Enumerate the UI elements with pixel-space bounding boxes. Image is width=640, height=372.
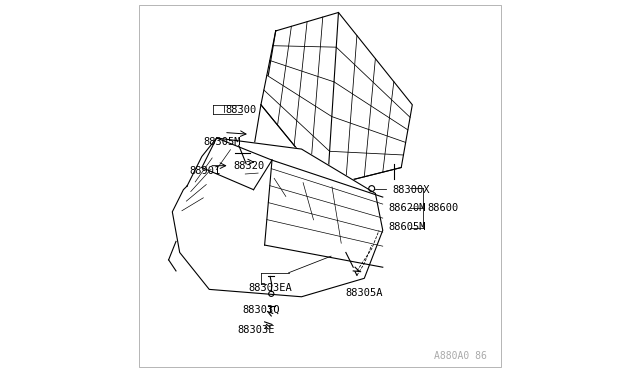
Text: 88303EA: 88303EA [248, 283, 292, 292]
Text: 88901: 88901 [189, 166, 220, 176]
Text: 88303E: 88303E [237, 325, 275, 335]
Text: 88300: 88300 [226, 105, 257, 115]
Text: 88605M: 88605M [388, 222, 426, 232]
Text: 88305M: 88305M [204, 137, 241, 147]
Text: 88305A: 88305A [346, 288, 383, 298]
Text: 88620M: 88620M [388, 203, 426, 213]
Text: 88303Q: 88303Q [243, 305, 280, 315]
Text: 88320: 88320 [233, 161, 264, 171]
Text: 88300X: 88300X [392, 185, 429, 195]
Text: A880A0 86: A880A0 86 [434, 351, 487, 361]
Polygon shape [172, 138, 383, 297]
Text: 88600: 88600 [427, 203, 458, 213]
